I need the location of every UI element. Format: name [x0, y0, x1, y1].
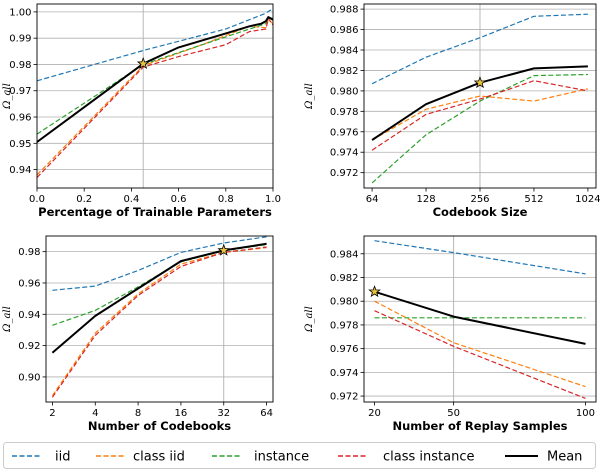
legend-item-class-iid: class iid — [96, 450, 185, 465]
y-tick-label: 0.984 — [330, 46, 359, 57]
y-tick-label: 0.972 — [330, 168, 359, 179]
highlight-star-marker — [473, 76, 487, 89]
x-tick-label: 0.4 — [123, 194, 139, 205]
x-tick-label: 512 — [524, 194, 543, 205]
subplot-trainable-parameters: 0.94 0.95 0.96 0.97 0.98 0.99 1.00 0.0 0.2 0.4 0.6… — [2, 3, 281, 219]
legend-label-class-instance: class instance — [383, 450, 474, 465]
x-axis-label: Codebook Size — [433, 205, 528, 219]
x-tick-label: 128 — [416, 194, 435, 205]
x-tick-label: 64 — [366, 194, 379, 205]
legend-item-mean: Mean — [505, 450, 582, 465]
y-axis-label: Ω_all — [2, 306, 13, 333]
highlight-star-marker — [368, 285, 381, 298]
y-tick-label: 0.980 — [330, 297, 359, 308]
series-line-class-iid — [371, 88, 589, 141]
x-tick-label: 256 — [470, 194, 489, 205]
series-line-mean — [36, 16, 274, 143]
x-axis-label: Number of Codebooks — [88, 419, 231, 433]
series-line-class-instance — [51, 246, 267, 398]
y-tick-label: 0.96 — [18, 278, 40, 289]
y-axis-label: Ω_all — [2, 83, 13, 110]
highlight-star-marker — [217, 243, 231, 256]
series-line-class-iid — [374, 300, 586, 388]
y-tick-label: 0.974 — [330, 148, 359, 159]
legend-item-class-instance: class instance — [338, 450, 474, 465]
y-tick-label: 0.90 — [18, 372, 40, 383]
legend-item-instance: instance — [212, 450, 309, 465]
series-line-class-iid — [51, 247, 267, 397]
y-axis-label: Ω_all — [304, 306, 315, 333]
x-tick-label: 0.8 — [218, 194, 234, 205]
y-tick-label: 0.976 — [330, 344, 359, 355]
y-tick-label: 0.978 — [330, 107, 359, 118]
y-tick-label: 0.980 — [330, 86, 359, 97]
series-line-iid — [374, 240, 586, 275]
y-tick-label: 0.98 — [18, 247, 40, 258]
x-tick-label: 16 — [175, 408, 188, 419]
x-tick-label: 1.0 — [265, 194, 281, 205]
x-tick-label: 64 — [260, 408, 273, 419]
legend-frame — [3, 442, 596, 469]
x-tick-label: 1024 — [575, 194, 600, 205]
legend-label-class-iid: class iid — [133, 450, 185, 465]
axes-frame — [363, 235, 597, 403]
y-tick-label: 0.94 — [18, 310, 40, 321]
legend-label-iid: iid — [55, 450, 70, 465]
y-tick-label: 0.982 — [330, 66, 359, 77]
legend-label-instance: instance — [254, 450, 309, 465]
x-axis-label: Number of Replay Samples — [393, 419, 568, 433]
series-line-class-instance — [371, 80, 589, 151]
x-tick-label: 0.6 — [171, 194, 187, 205]
y-tick-label: 0.972 — [330, 392, 359, 403]
series-line-class-iid — [36, 19, 274, 176]
y-tick-label: 0.986 — [330, 25, 359, 36]
legend-label-mean: Mean — [547, 450, 582, 465]
x-axis-label: Percentage of Trainable Parameters — [38, 205, 272, 219]
legend: iid class iid instance class instance Me… — [3, 442, 596, 469]
subplot-number-of-codebooks: 0.90 0.92 0.94 0.96 0.98 2 4 8 16 32 64 Number of C… — [2, 235, 274, 433]
x-tick-label: 4 — [92, 408, 98, 419]
series-line-mean — [374, 290, 586, 345]
y-tick-label: 0.982 — [330, 273, 359, 284]
y-tick-label: 0.978 — [330, 320, 359, 331]
axes-frame — [45, 235, 274, 403]
y-tick-label: 0.984 — [330, 249, 359, 260]
x-tick-label: 32 — [217, 408, 230, 419]
y-tick-label: 0.96 — [9, 113, 31, 124]
y-tick-label: 1.00 — [9, 7, 31, 18]
y-tick-label: 0.974 — [330, 368, 359, 379]
y-tick-label: 0.95 — [9, 139, 31, 150]
x-tick-label: 100 — [576, 408, 595, 419]
legend-item-iid: iid — [12, 450, 70, 465]
series-line-iid — [52, 236, 267, 291]
subplot-replay-samples: 0.972 0.974 0.976 0.978 0.980 0.982 0.984 20 50 1… — [304, 235, 597, 433]
series-line-instance — [371, 73, 588, 184]
highlight-star-marker — [136, 57, 150, 70]
y-axis-label: Ω_all — [304, 83, 315, 110]
series-line-class-instance — [374, 310, 586, 399]
x-tick-label: 50 — [447, 408, 460, 419]
series-line-instance — [52, 244, 267, 326]
series-line-iid — [36, 8, 274, 82]
x-tick-label: 20 — [368, 408, 381, 419]
axes-frame — [36, 3, 274, 189]
y-tick-label: 0.98 — [9, 60, 31, 71]
y-tick-label: 0.94 — [9, 165, 31, 176]
series-line-iid — [371, 13, 588, 85]
y-tick-label: 0.97 — [9, 86, 31, 97]
series-line-mean — [51, 242, 267, 354]
subplot-codebook-size: 0.972 0.974 0.976 0.978 0.980 0.982 0.984 0.986… — [304, 3, 600, 219]
x-tick-label: 0.0 — [29, 194, 45, 205]
x-tick-label: 2 — [49, 408, 55, 419]
x-tick-label: 0.2 — [76, 194, 92, 205]
series-line-class-instance — [36, 17, 274, 178]
y-tick-label: 0.92 — [18, 341, 40, 352]
x-tick-label: 8 — [135, 408, 141, 419]
y-tick-label: 0.988 — [330, 5, 359, 16]
y-tick-label: 0.99 — [9, 34, 31, 45]
y-tick-label: 0.976 — [330, 127, 359, 138]
